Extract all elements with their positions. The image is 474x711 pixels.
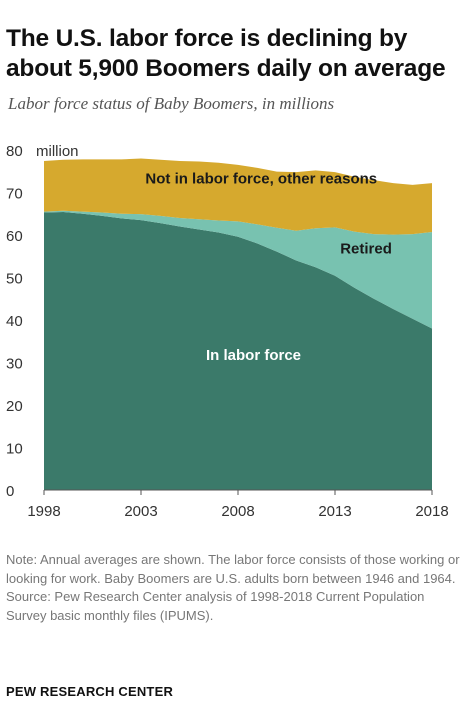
area-in-labor-force [44, 212, 432, 491]
y-axis: 0 10 20 30 40 50 60 70 80 million [6, 143, 79, 500]
area-labels: Not in labor force, other reasons Retired… [145, 171, 391, 364]
y-tick-label: 30 [6, 356, 23, 373]
note-text: Note: Annual averages are shown. The lab… [6, 552, 460, 586]
publisher-logo-text: PEW RESEARCH CENTER [6, 684, 174, 699]
area-retired [44, 210, 432, 329]
x-tick-label: 1998 [27, 503, 60, 520]
y-tick-label: 40 [6, 313, 23, 330]
chart-title: The U.S. labor force is declining by abo… [6, 25, 446, 82]
y-tick-label: 70 [6, 186, 23, 203]
y-tick-label: 50 [6, 271, 23, 288]
y-unit-label: million [36, 143, 79, 160]
y-tick-label: 80 [6, 143, 23, 160]
area-not-in-labor-force-other-reasons [44, 158, 432, 235]
y-tick-label: 10 [6, 441, 23, 458]
x-tick-label: 2018 [415, 503, 448, 520]
area-label-in-labor-force: In labor force [206, 347, 301, 364]
area-label-not-in-labor-force: Not in labor force, other reasons [145, 171, 377, 188]
x-tick-label: 2003 [124, 503, 157, 520]
chart-areas [44, 158, 432, 491]
x-tick-label: 2008 [221, 503, 254, 520]
x-axis: 1998 2003 2008 2013 2018 [27, 489, 449, 520]
source-text: Source: Pew Research Center analysis of … [6, 589, 425, 623]
area-label-retired: Retired [340, 240, 392, 257]
chart-notes: Note: Annual averages are shown. The lab… [6, 551, 468, 625]
y-tick-label: 0 [6, 483, 14, 500]
x-tick-label: 2013 [318, 503, 351, 520]
stacked-area-chart: 0 10 20 30 40 50 60 70 80 million 1998 2003 2008 201… [6, 143, 449, 520]
y-tick-label: 60 [6, 228, 23, 245]
chart-subtitle: Labor force status of Baby Boomers, in m… [8, 94, 335, 113]
y-tick-label: 20 [6, 398, 23, 415]
